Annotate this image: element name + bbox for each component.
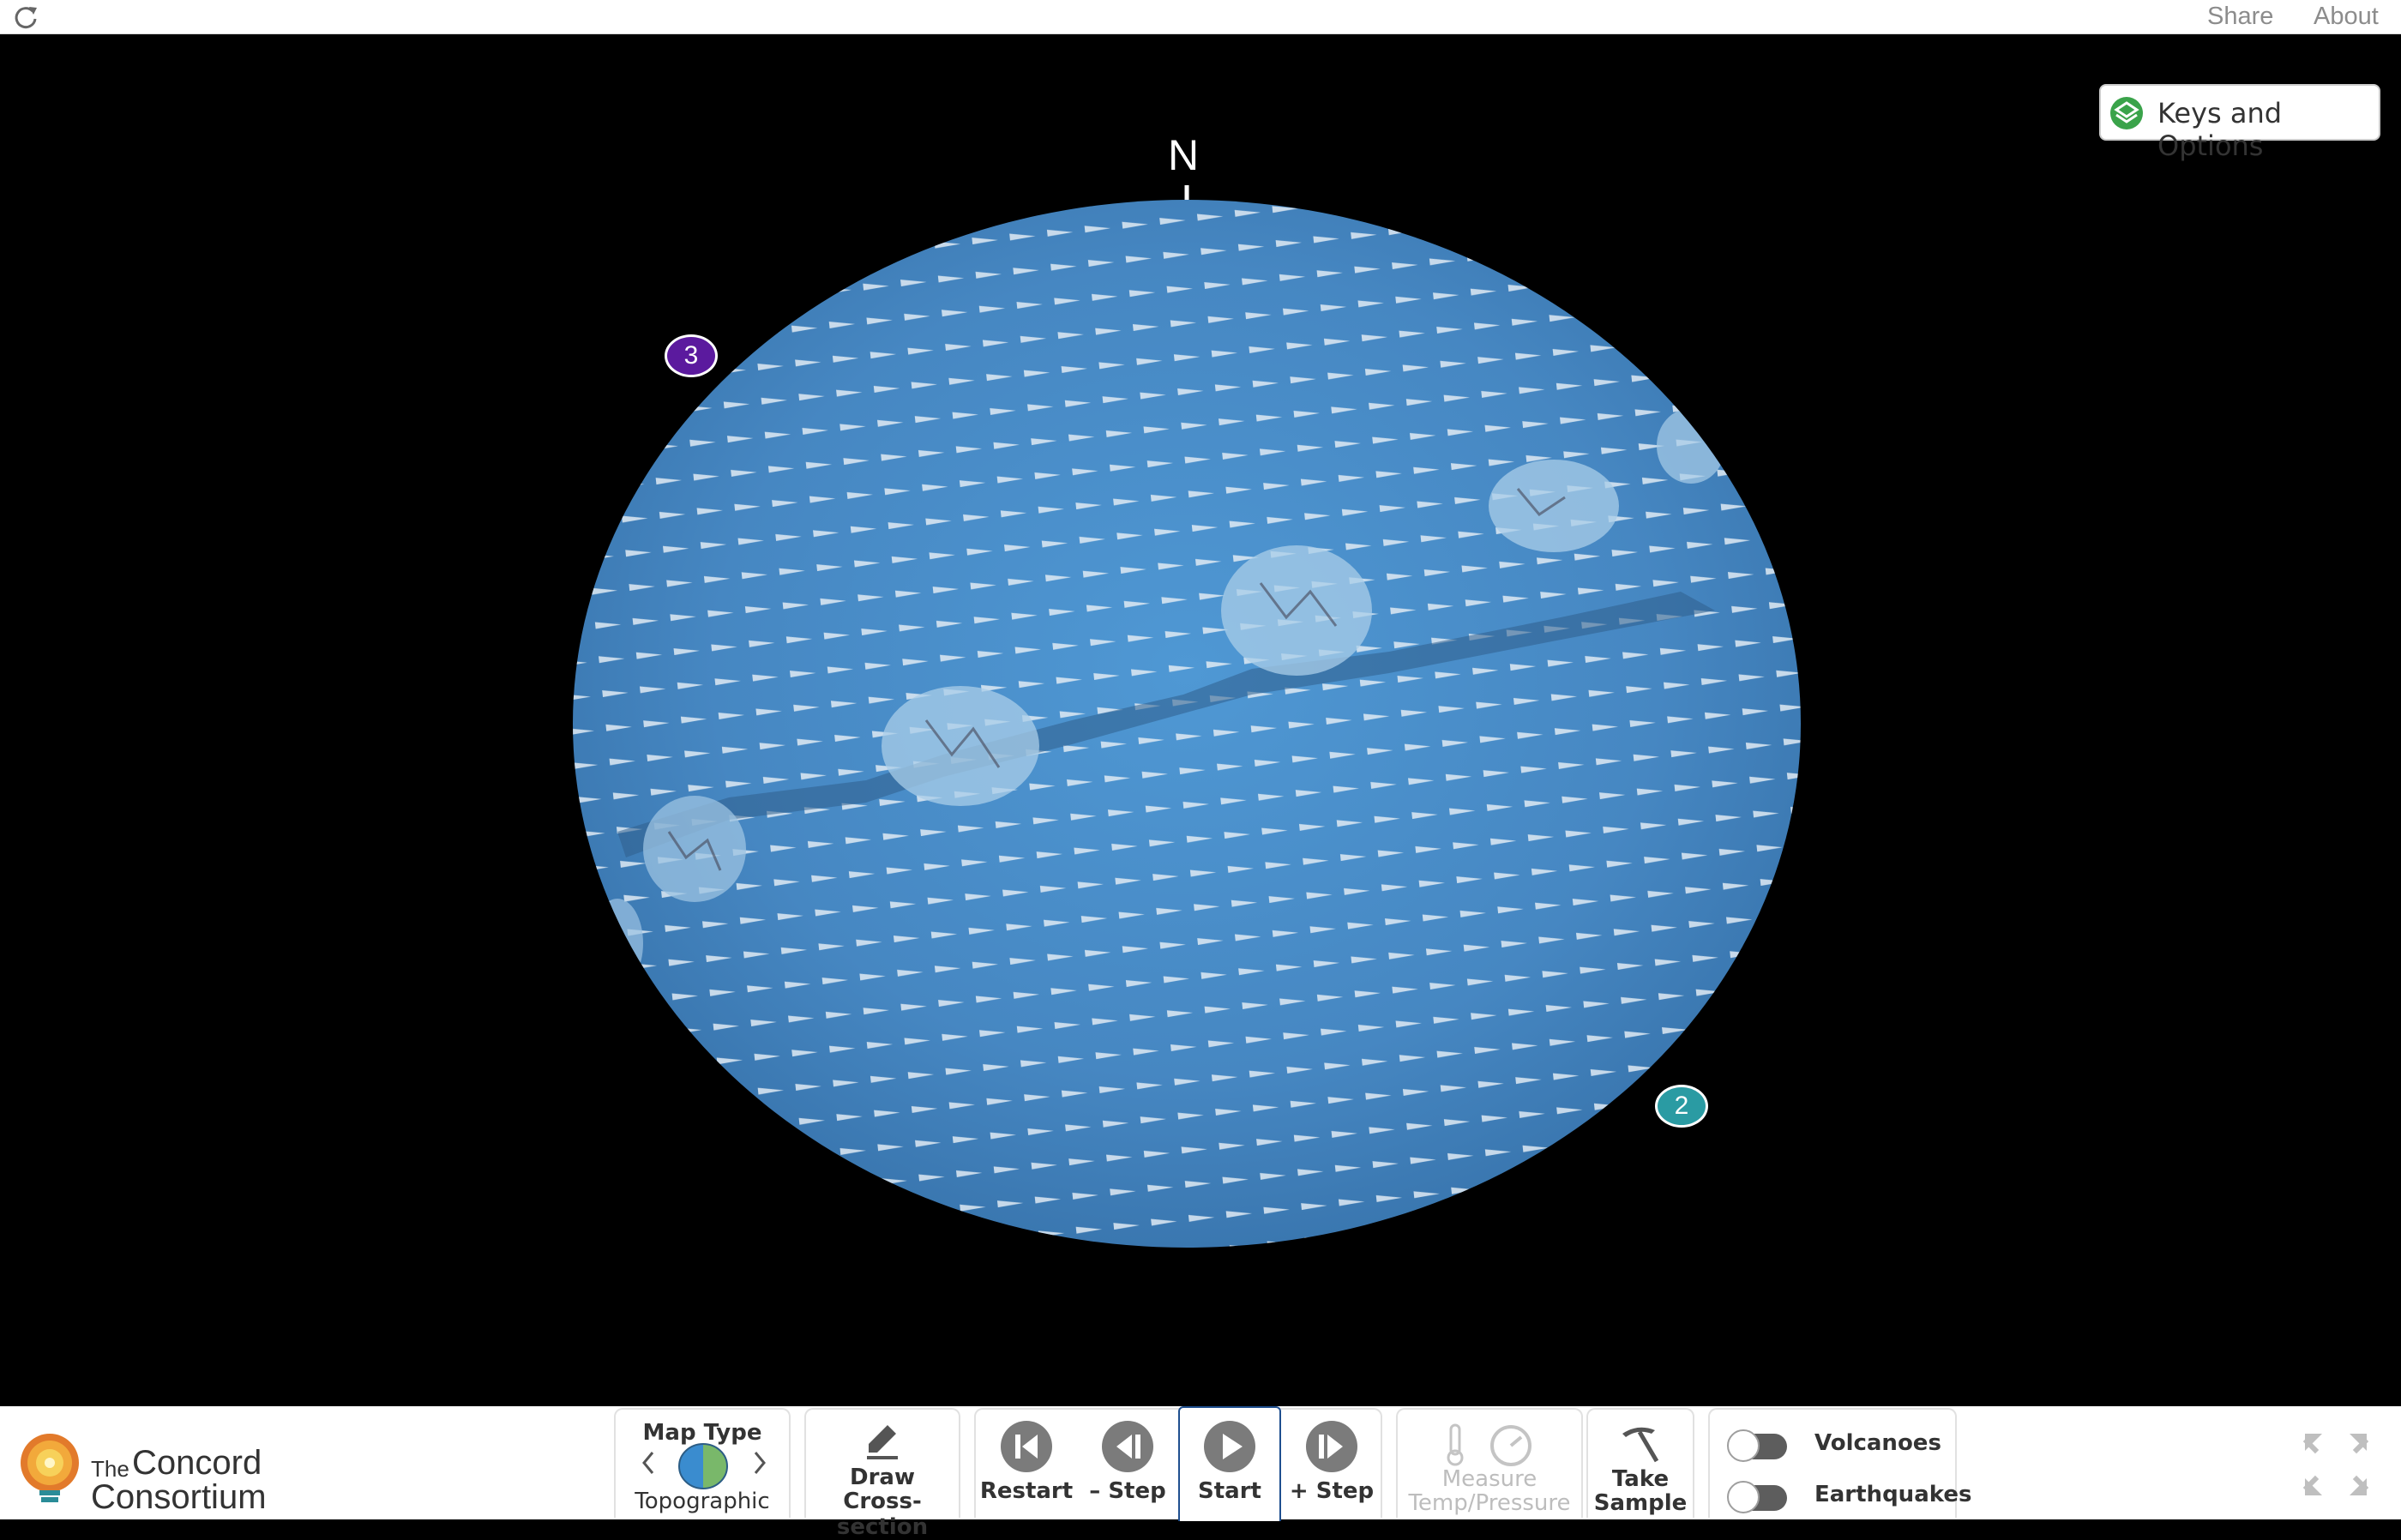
step-back-button[interactable]: – Step (1077, 1410, 1178, 1519)
measure-temp-pressure-button[interactable]: Measure Temp/Pressure (1396, 1408, 1583, 1518)
bottom-toolbar: The Concord Consortium Map Type Topograp… (0, 1406, 2401, 1540)
plate-marker-2[interactable]: 2 (1655, 1085, 1708, 1128)
step-forward-label: + Step (1289, 1478, 1375, 1504)
logo-concord-text: Concord (132, 1444, 262, 1482)
playback-controls: Restart – Step Start + (974, 1406, 1382, 1521)
plate-marker-3[interactable]: 3 (665, 334, 718, 377)
step-back-icon (1102, 1421, 1153, 1472)
top-bar: Share About (0, 0, 2401, 34)
logo-consortium-text: Consortium (91, 1478, 267, 1516)
globe-map-type-icon[interactable] (677, 1442, 729, 1490)
lightbulb-logo-icon (21, 1434, 79, 1502)
map-type-value: Topographic (635, 1489, 770, 1514)
pencil-icon (867, 1425, 898, 1459)
step-forward-icon (1306, 1421, 1357, 1472)
restart-icon (1001, 1421, 1052, 1472)
measure-label-2: Temp/Pressure (1408, 1490, 1571, 1516)
about-link[interactable]: About (2314, 3, 2379, 30)
pickaxe-icon (1622, 1427, 1659, 1463)
layers-icon (2110, 97, 2143, 129)
step-forward-button[interactable]: + Step (1281, 1410, 1382, 1519)
fullscreen-icon[interactable] (2303, 1432, 2368, 1497)
earthquakes-label: Earthquakes (1814, 1482, 1972, 1507)
share-link[interactable]: Share (2207, 3, 2274, 30)
start-button[interactable]: Start (1178, 1406, 1281, 1521)
play-icon (1204, 1421, 1255, 1472)
keys-and-options-button[interactable]: Keys and Options (2099, 84, 2380, 162)
sample-label-1: Take (1611, 1466, 1670, 1492)
sample-label-2: Sample (1593, 1490, 1688, 1516)
globe-view[interactable] (0, 34, 2401, 1406)
volcanoes-toggle[interactable] (1727, 1429, 1787, 1462)
globe-viewport[interactable]: N 3 2 Keys and Options (0, 34, 2401, 1406)
overlay-toggles: Volcanoes Earthquakes (1708, 1408, 1971, 1518)
restart-label: Restart (979, 1478, 1074, 1504)
measure-label-1: Measure (1441, 1466, 1537, 1492)
map-type-panel: Map Type Topographic (614, 1408, 791, 1518)
earthquakes-toggle[interactable] (1727, 1481, 1787, 1513)
pressure-gauge-icon (1490, 1425, 1531, 1466)
step-back-label: – Step (1089, 1478, 1166, 1504)
reload-icon[interactable] (12, 3, 39, 31)
draw-label-1: Draw (850, 1465, 915, 1490)
logo-the-text: The (91, 1456, 129, 1482)
seafloor-features (592, 408, 1725, 988)
concord-consortium-logo: The Concord Consortium (14, 1425, 288, 1516)
draw-label-2: Cross-section (836, 1489, 929, 1540)
plate-motion-arrows (573, 200, 1801, 1248)
take-sample-button[interactable]: Take Sample (1586, 1408, 1694, 1518)
draw-cross-section-button[interactable]: Draw Cross-section (804, 1408, 960, 1540)
compass-north-label: N (1168, 131, 1200, 179)
restart-button[interactable]: Restart (976, 1410, 1077, 1519)
start-label: Start (1198, 1478, 1261, 1504)
chevron-right-icon[interactable] (751, 1449, 768, 1477)
volcanoes-label: Volcanoes (1814, 1430, 1941, 1456)
map-type-title: Map Type (642, 1420, 762, 1446)
keys-and-options-label: Keys and Options (2157, 97, 2283, 162)
thermometer-icon (1447, 1423, 1464, 1466)
chevron-left-icon[interactable] (640, 1449, 657, 1477)
